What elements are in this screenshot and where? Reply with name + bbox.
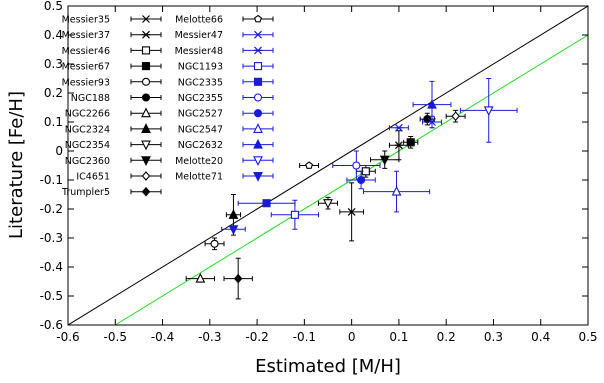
y-axis-ticks: -0.6 -0.5 -0.4 -0.3 -0.2 -0.1 0 0.1 0.2 0.3 0.4 0.5 [40,0,588,332]
data-point-ngc2632 [412,80,452,129]
legend-item-ngc2547: NGC2547 [178,123,274,135]
data-point-messier67 [403,136,419,149]
legend-label: NGC2335 [178,77,223,88]
data-point-ngc2547 [362,170,431,213]
y-tick-label: 0.2 [44,86,63,100]
x-tick-label: -0.4 [151,330,174,344]
legend-item-melotte20: Melotte20 [175,156,274,167]
legend-item-ngc2360: NGC2360 [65,156,162,167]
y-tick-label: -0.4 [40,260,63,274]
data-point-ngc2354 [318,196,338,210]
x-tick-label: -0.1 [293,330,316,344]
plot-frame [67,5,589,326]
legend-label: Trumpler5 [61,187,110,198]
legend-item-ngc2632: NGC2632 [178,138,274,151]
x-tick-label: 0 [348,330,356,344]
data-point-ngc2355 [332,150,381,181]
legend-item-messier67: Messier67 [62,62,162,73]
legend-item-messier48: Messier48 [175,46,274,57]
data-point-ic4651 [445,109,466,123]
x-tick-label: -0.2 [245,330,268,344]
x-tick-label: 0.2 [437,330,456,344]
y-tick-label: 0 [55,144,63,158]
data-point-messier35 [339,182,364,242]
legend-label: Messier48 [175,46,223,57]
legend-label: Messier37 [62,30,110,41]
data-point-ngc2527 [346,170,376,190]
legend-item-trumpler5: Trumpler5 [61,186,162,198]
legend-item-messier46: Messier46 [62,46,162,57]
legend-item-ngc2335: NGC2335 [178,77,274,88]
legend-label: NGC2632 [178,140,223,151]
y-tick-label: 0.1 [44,115,63,129]
legend-label: Melotte66 [175,15,223,26]
y-tick-label: -0.2 [40,202,63,216]
x-tick-label: 0.5 [578,330,597,344]
legend-label: NGC2355 [178,93,223,104]
y-tick-label: 0.3 [44,57,63,71]
legend-item-ngc2266: NGC2266 [65,107,162,120]
legend-item-ngc188: NGC188 [71,93,162,104]
legend-item-melotte66: Melotte66 [175,15,274,26]
legend-label: Messier67 [62,62,110,73]
legend-item-ngc2355: NGC2355 [178,93,274,104]
data-point-ngc2360 [370,150,400,169]
data-point-trumpler5 [223,257,253,300]
legend-item-ngc2527: NGC2527 [178,109,274,120]
legend-item-messier35: Messier35 [62,15,162,26]
data-point-ngc2266 [185,272,216,283]
legend-label: NGC2360 [65,156,110,167]
data-point-messier93 [204,237,225,251]
legend-item-messier47: Messier47 [175,30,274,41]
plot-area [68,6,588,325]
x-tick-label: 0.1 [389,330,408,344]
y-tick-label: -0.1 [40,173,63,187]
x-tick-label: -0.5 [104,330,127,344]
legend-label: NGC188 [71,93,110,104]
data-point-melotte20 [459,78,518,143]
y-tick-label: 0.5 [44,0,63,13]
legend-label: Melotte20 [175,156,223,167]
y-tick-label: 0.4 [44,28,63,42]
data-point-messier48 [388,123,409,132]
legend-label: NGC2527 [178,109,223,120]
y-tick-label: -0.3 [40,231,63,245]
y-tick-label: -0.5 [40,289,63,303]
legend-label: Melotte71 [175,172,223,183]
x-axis-title: Estimated [M/H] [255,356,401,377]
legend-item-ngc2354: NGC2354 [65,140,162,151]
legend-label: NGC2354 [65,140,110,151]
y-tick-label: -0.6 [40,318,63,332]
legend-item-ic4651: IC4651 [76,171,162,183]
one-to-one-line [68,6,588,325]
legend: Messier35 Messier37 Messier46 Messier67 Mess… [61,15,274,198]
legend-item-ngc2324: NGC2324 [65,123,162,135]
legend-item-messier93: Messier93 [62,77,162,88]
x-tick-label: 0.4 [531,330,550,344]
legend-item-ngc1193: NGC1193 [178,62,274,73]
x-axis-ticks: -0.6 -0.5 -0.4 -0.3 -0.2 -0.1 0 0.1 0.2 0.3 0.4 0.5 [56,6,598,344]
legend-label: IC4651 [76,172,110,183]
legend-label: NGC2266 [65,109,110,120]
legend-label: Messier46 [62,46,110,57]
legend-label: Messier93 [62,77,110,88]
legend-label: Messier35 [62,15,110,26]
y-axis-title: Literature [Fe/H] [6,91,27,239]
legend-label: NGC1193 [178,62,223,73]
x-tick-label: 0.3 [484,330,503,344]
x-tick-label: -0.3 [198,330,221,344]
legend-item-messier37: Messier37 [62,30,162,41]
data-point-ngc1193 [270,199,320,230]
data-point-ngc2335 [237,199,296,208]
legend-label: NGC2324 [65,124,110,135]
legend-item-melotte71: Melotte71 [175,172,274,183]
legend-label: NGC2547 [178,124,223,135]
x-tick-label: -0.6 [56,330,79,344]
legend-label: Messier47 [175,30,223,41]
data-point-melotte66 [299,161,320,169]
data-point-melotte71 [221,225,246,236]
